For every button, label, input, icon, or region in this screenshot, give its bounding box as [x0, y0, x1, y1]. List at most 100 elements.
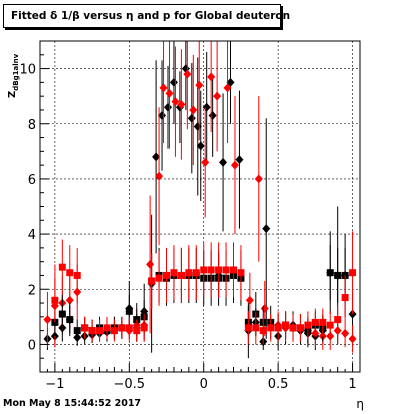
x-tick-label: 0: [200, 377, 208, 392]
data-point-diamond: [164, 102, 172, 112]
data-point-square: [237, 269, 245, 277]
data-point-diamond: [213, 91, 222, 101]
data-point-square: [244, 324, 252, 332]
data-point-square: [155, 274, 163, 282]
data-point-diamond: [245, 295, 254, 305]
data-point-square: [326, 269, 334, 277]
data-point-square: [170, 269, 178, 277]
data-point-square: [282, 321, 290, 329]
data-point-diamond: [262, 224, 271, 234]
y-tick-label: 6: [28, 173, 36, 188]
data-point-square: [66, 269, 74, 277]
data-point-square: [215, 266, 223, 274]
data-point-diamond: [171, 97, 180, 107]
data-point-square: [349, 269, 357, 277]
chart-title-box: Fitted δ 1/β versus η and p for Global d…: [3, 4, 290, 28]
data-point-square: [133, 327, 141, 335]
data-point-diamond: [235, 155, 244, 165]
plot-area: [40, 41, 360, 372]
data-point-square: [96, 327, 104, 335]
data-point-square: [163, 271, 171, 279]
data-point-diamond: [189, 105, 198, 115]
data-point-square: [88, 327, 96, 335]
data-point-diamond: [146, 259, 155, 269]
data-point-diamond: [219, 157, 228, 167]
x-tick-label: −0.5: [114, 377, 146, 392]
data-point-diamond: [223, 83, 232, 93]
data-point-diamond: [169, 77, 178, 87]
y-tick-label: 0: [28, 338, 36, 353]
data-point-diamond: [177, 99, 186, 109]
data-point-diamond: [201, 157, 210, 167]
data-point-diamond: [43, 315, 52, 325]
data-point-square: [200, 266, 208, 274]
timestamp-label: Mon May 8 15:44:52 2017: [3, 398, 142, 409]
data-point-diamond: [202, 102, 211, 112]
data-point-square: [177, 271, 185, 279]
data-point-square: [304, 321, 312, 329]
data-point-diamond: [207, 72, 216, 82]
data-point-square: [289, 324, 297, 332]
data-point-square: [334, 316, 342, 324]
data-point-square: [58, 263, 66, 271]
data-point-diamond: [230, 160, 239, 170]
data-point-square: [148, 277, 156, 285]
data-point-diamond: [348, 334, 357, 344]
data-point-diamond: [158, 110, 167, 120]
data-point-square: [326, 321, 334, 329]
y-tick-label: 4: [28, 228, 36, 243]
data-point-square: [81, 324, 89, 332]
data-point-diamond: [195, 80, 204, 90]
data-point-square: [267, 324, 275, 332]
data-point-diamond: [183, 69, 192, 79]
series-group: [51, 231, 357, 345]
data-point-diamond: [254, 174, 263, 184]
data-point-square: [125, 324, 133, 332]
data-point-square: [319, 318, 327, 326]
data-point-diamond: [341, 328, 350, 338]
data-point-square: [207, 266, 215, 274]
x-tick-label: 0.5: [268, 377, 289, 392]
data-point-square: [118, 324, 126, 332]
data-point-square: [229, 266, 237, 274]
data-point-square: [311, 318, 319, 326]
data-point-diamond: [260, 304, 269, 314]
data-point-square: [103, 324, 111, 332]
x-tick-label: 1: [348, 377, 356, 392]
data-point-square: [222, 266, 230, 274]
data-point-diamond: [155, 171, 164, 181]
data-point-diamond: [165, 88, 174, 98]
data-point-square: [259, 327, 267, 335]
data-point-square: [73, 271, 81, 279]
data-point-diamond: [208, 110, 217, 120]
y-tick-label: 2: [28, 283, 36, 298]
data-point-diamond: [196, 141, 205, 151]
data-point-square: [58, 310, 66, 318]
y-axis-label: ZdBg1alnv: [7, 53, 20, 98]
data-point-square: [140, 324, 148, 332]
chart-title: Fitted δ 1/β versus η and p for Global d…: [11, 10, 291, 22]
data-point-square: [51, 296, 59, 304]
data-point-square: [274, 324, 282, 332]
x-axis-label: η: [356, 397, 364, 411]
y-axis-label-sub: dBg1alnv: [12, 53, 20, 90]
y-axis-label-main: Z: [7, 91, 18, 98]
data-point-square: [296, 324, 304, 332]
data-point-square: [341, 294, 349, 302]
data-point-diamond: [187, 113, 196, 123]
data-point-diamond: [159, 83, 168, 93]
data-point-square: [110, 327, 118, 335]
y-tick-label: 10: [19, 63, 36, 78]
data-point-square: [185, 269, 193, 277]
data-point-square: [192, 269, 200, 277]
y-tick-label: 8: [28, 118, 36, 133]
data-point-square: [73, 327, 81, 335]
data-point-square: [125, 307, 133, 315]
data-point-square: [334, 271, 342, 279]
data-point-square: [252, 324, 260, 332]
x-tick-label: −1: [45, 377, 64, 392]
data-point-square: [66, 316, 74, 324]
data-point-diamond: [152, 152, 161, 162]
data-point-diamond: [193, 122, 202, 132]
